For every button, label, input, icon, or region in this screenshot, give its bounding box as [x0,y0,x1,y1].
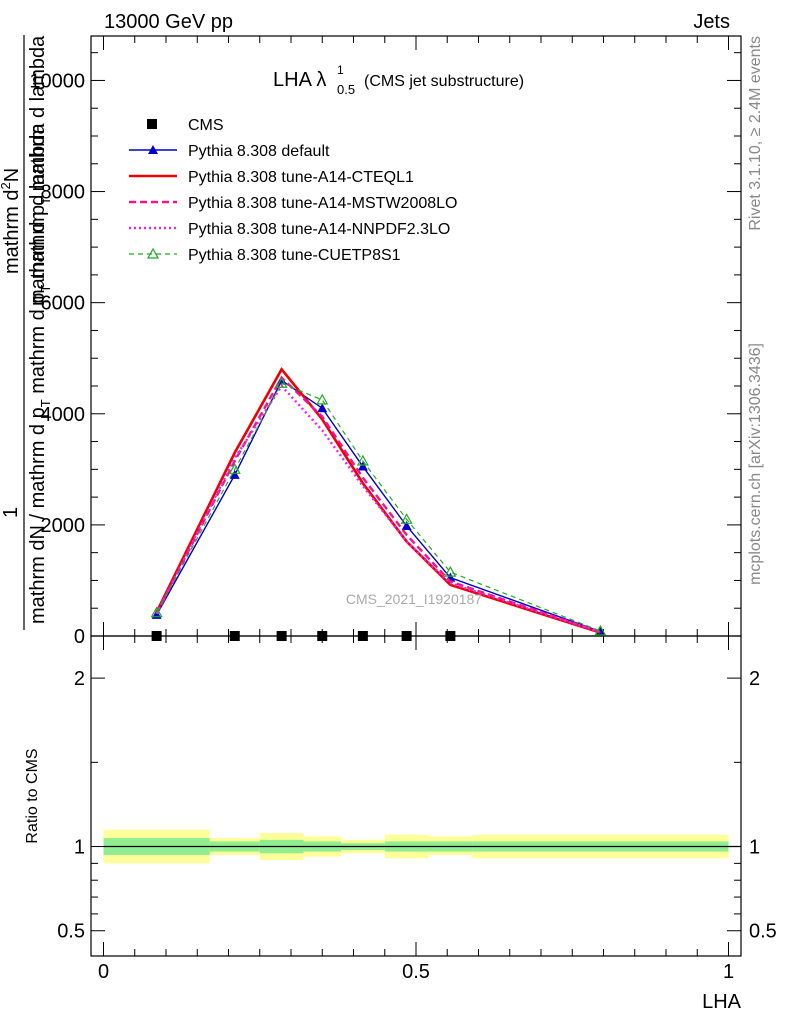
y-tick-label: 2000 [41,515,86,537]
analysis-watermark: CMS_2021_I1920187 [346,591,482,607]
mcplots-label: mcplots.cern.ch [arXiv:1306.3436] [747,343,764,585]
x-tick-label: 0.5 [402,961,430,983]
y-tick-label: 4000 [41,404,86,426]
legend-marker-default [148,145,158,154]
ratio-y-tick-label: 1 [74,837,85,859]
point-data [445,631,456,641]
legend-label-cuetp8s1: Pythia 8.308 tune-CUETP8S1 [188,247,401,264]
main-title-suffix: (CMS jet substructure) [364,73,524,90]
legend-label-default: Pythia 8.308 default [188,143,330,160]
point-cuetp8s1 [356,454,369,466]
ratio-y-tick-label: 0.5 [57,921,85,943]
y-tick-label: 0 [74,626,85,648]
series-line-default [156,379,601,633]
header-left: 13000 GeV pp [104,11,233,33]
main-title-text: LHA λ [273,69,326,91]
ratio-y-tick-label: 2 [74,668,85,690]
ylabel-den-a: mathrm d pT mathrm d lambda [27,35,53,306]
rivet-label: Rivet 3.1.10, ≥ 2.4M events [747,36,764,231]
y-tick-label: 6000 [41,293,86,315]
point-cuetp8s1 [150,606,163,618]
x-axis-label: LHA [702,991,742,1013]
y-tick-label: 10000 [29,70,85,92]
legend-marker-cuetp8s1 [146,247,160,259]
legend-label-cteql1: Pythia 8.308 tune-A14-CTEQL1 [188,169,414,186]
point-data [357,631,368,641]
legend: CMS Pythia 8.308 default Pythia 8.308 tune… [129,117,457,264]
ratio-y-tick-label-right: 2 [749,668,760,690]
ylabel-den-b: mathrm dN / mathrm d pT mathrm d pT math… [27,123,53,624]
point-data [401,631,412,641]
ylabel-one: 1 [0,507,22,518]
legend-label-mstw: Pythia 8.308 tune-A14-MSTW2008LO [188,195,457,212]
series-line-cuetp8s1 [156,382,601,632]
main-title-sub: 0.5 [337,82,355,97]
x-tick-label: 0 [98,961,109,983]
series-line-nnpdf [155,384,601,634]
point-data [229,631,240,641]
x-tick-label: 1 [723,961,734,983]
ylabel-num-a: mathrm d2N [0,168,23,274]
point-cuetp8s1 [316,393,329,405]
point-data [151,631,162,641]
series-line-mstw [155,375,601,634]
point-default [317,403,328,413]
ratio-band-layer [103,829,741,864]
main-ylabel: 1 mathrm d2N mathrm d pT mathrm d lambda… [0,35,53,630]
legend-label-nnpdf: Pythia 8.308 tune-A14-NNPDF2.3LO [188,221,450,238]
point-cuetp8s1 [444,565,457,577]
y-tick-label: 8000 [41,182,86,204]
point-data [317,631,328,641]
legend-label-data: CMS [188,117,224,134]
point-default [401,521,412,530]
point-cuetp8s1 [400,513,413,524]
ratio-ylabel: Ratio to CMS [24,748,41,843]
ratio-y-tick-label-right: 0.5 [749,921,777,943]
ratio-plot-frame [90,635,742,957]
point-cuetp8s1 [594,624,607,636]
axes-layer: 0 2000 4000 6000 8000 10000 0 0.5 1 0.5 0.5 1 1 2 2 [29,36,777,983]
main-title: LHA λ 1 0.5 (CMS jet substructure) [273,63,524,97]
main-title-sup: 1 [337,63,344,77]
point-data [276,631,287,641]
series-layer [150,367,607,641]
point-default [595,626,606,636]
point-cuetp8s1 [228,463,241,474]
point-cuetp8s1 [275,376,288,388]
point-default [229,469,240,479]
ratio-y-tick-label-right: 1 [749,837,760,859]
header-right: Jets [693,11,730,33]
legend-marker-data [147,119,157,129]
point-default [357,461,368,471]
